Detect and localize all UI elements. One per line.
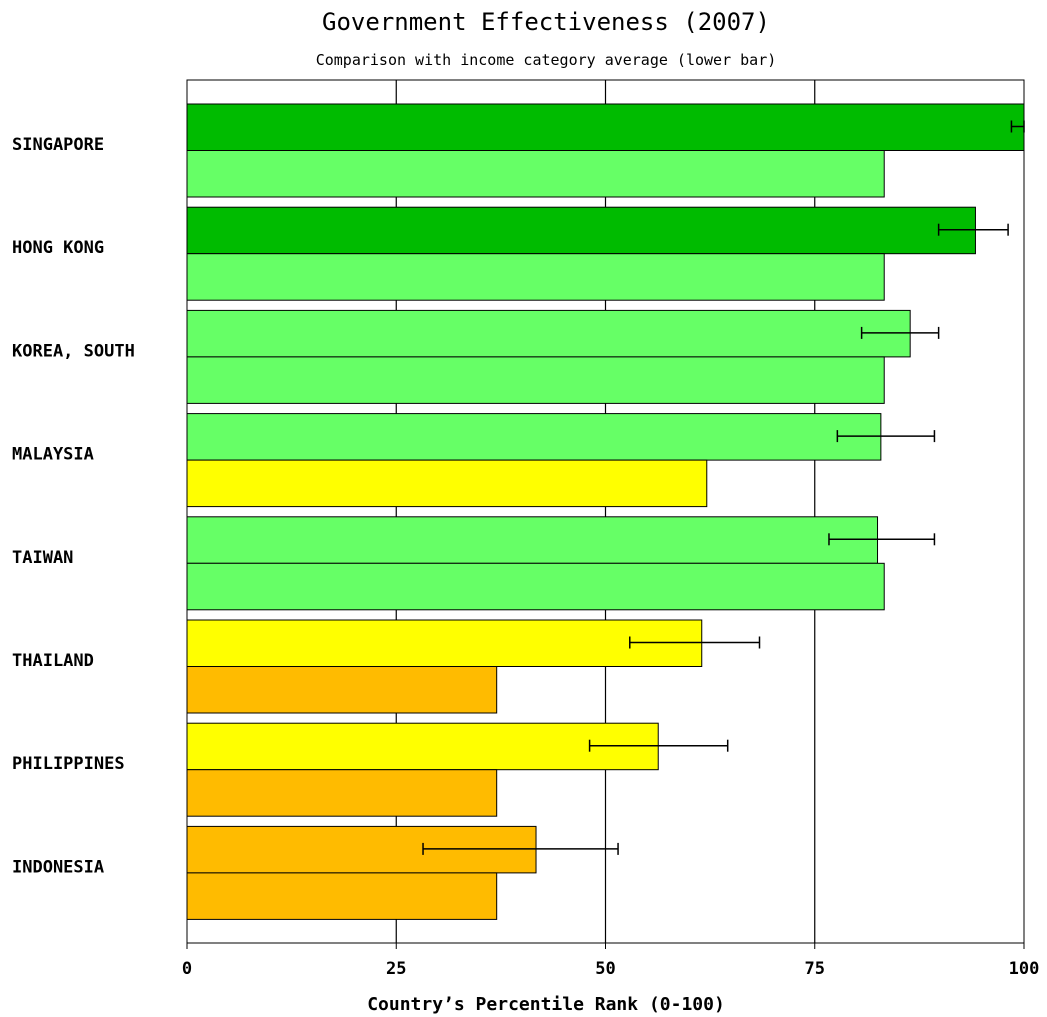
chart-title: Government Effectiveness (2007) (322, 8, 770, 36)
plot-frame (186, 79, 1025, 944)
x-tick-label: 100 (1009, 959, 1040, 979)
country-bar (186, 722, 659, 771)
category-label: PHILIPPINES (12, 754, 125, 774)
category-label: THAILAND (12, 651, 94, 671)
category-label: INDONESIA (12, 857, 104, 877)
category-labels: SINGAPORE HONG KONG KOREA, SOUTH MALAYSIA TA… (12, 135, 135, 877)
income-average-bar (186, 769, 498, 817)
x-tick-label: 25 (386, 959, 406, 979)
category-label: HONG KONG (12, 238, 104, 258)
x-tick-label: 50 (595, 959, 615, 979)
category-label: MALAYSIA (12, 445, 94, 465)
income-average-bar (186, 459, 708, 508)
income-average-bar (186, 253, 885, 301)
income-average-bar (186, 356, 885, 404)
country-bar (186, 206, 976, 255)
country-bar (186, 103, 1025, 151)
x-tick-label: 0 (182, 959, 192, 979)
income-average-bar (186, 562, 885, 611)
category-label: KOREA, SOUTH (12, 341, 135, 361)
bars (186, 103, 1025, 920)
income-average-bar (186, 150, 885, 198)
income-average-bar (186, 872, 498, 920)
error-bars (422, 120, 1025, 855)
country-bar (186, 516, 879, 564)
country-bar (186, 413, 882, 461)
country-bar (186, 309, 911, 358)
category-label: TAIWAN (12, 548, 73, 568)
income-average-bar (186, 666, 498, 714)
category-label: SINGAPORE (12, 135, 104, 155)
x-tick-label: 75 (805, 959, 825, 979)
country-bar (186, 619, 703, 667)
x-tick-labels: 0 25 50 75 100 (182, 959, 1039, 979)
chart-subtitle: Comparison with income category average … (316, 51, 777, 69)
x-axis-label: Country’s Percentile Rank (0-100) (367, 994, 725, 1015)
